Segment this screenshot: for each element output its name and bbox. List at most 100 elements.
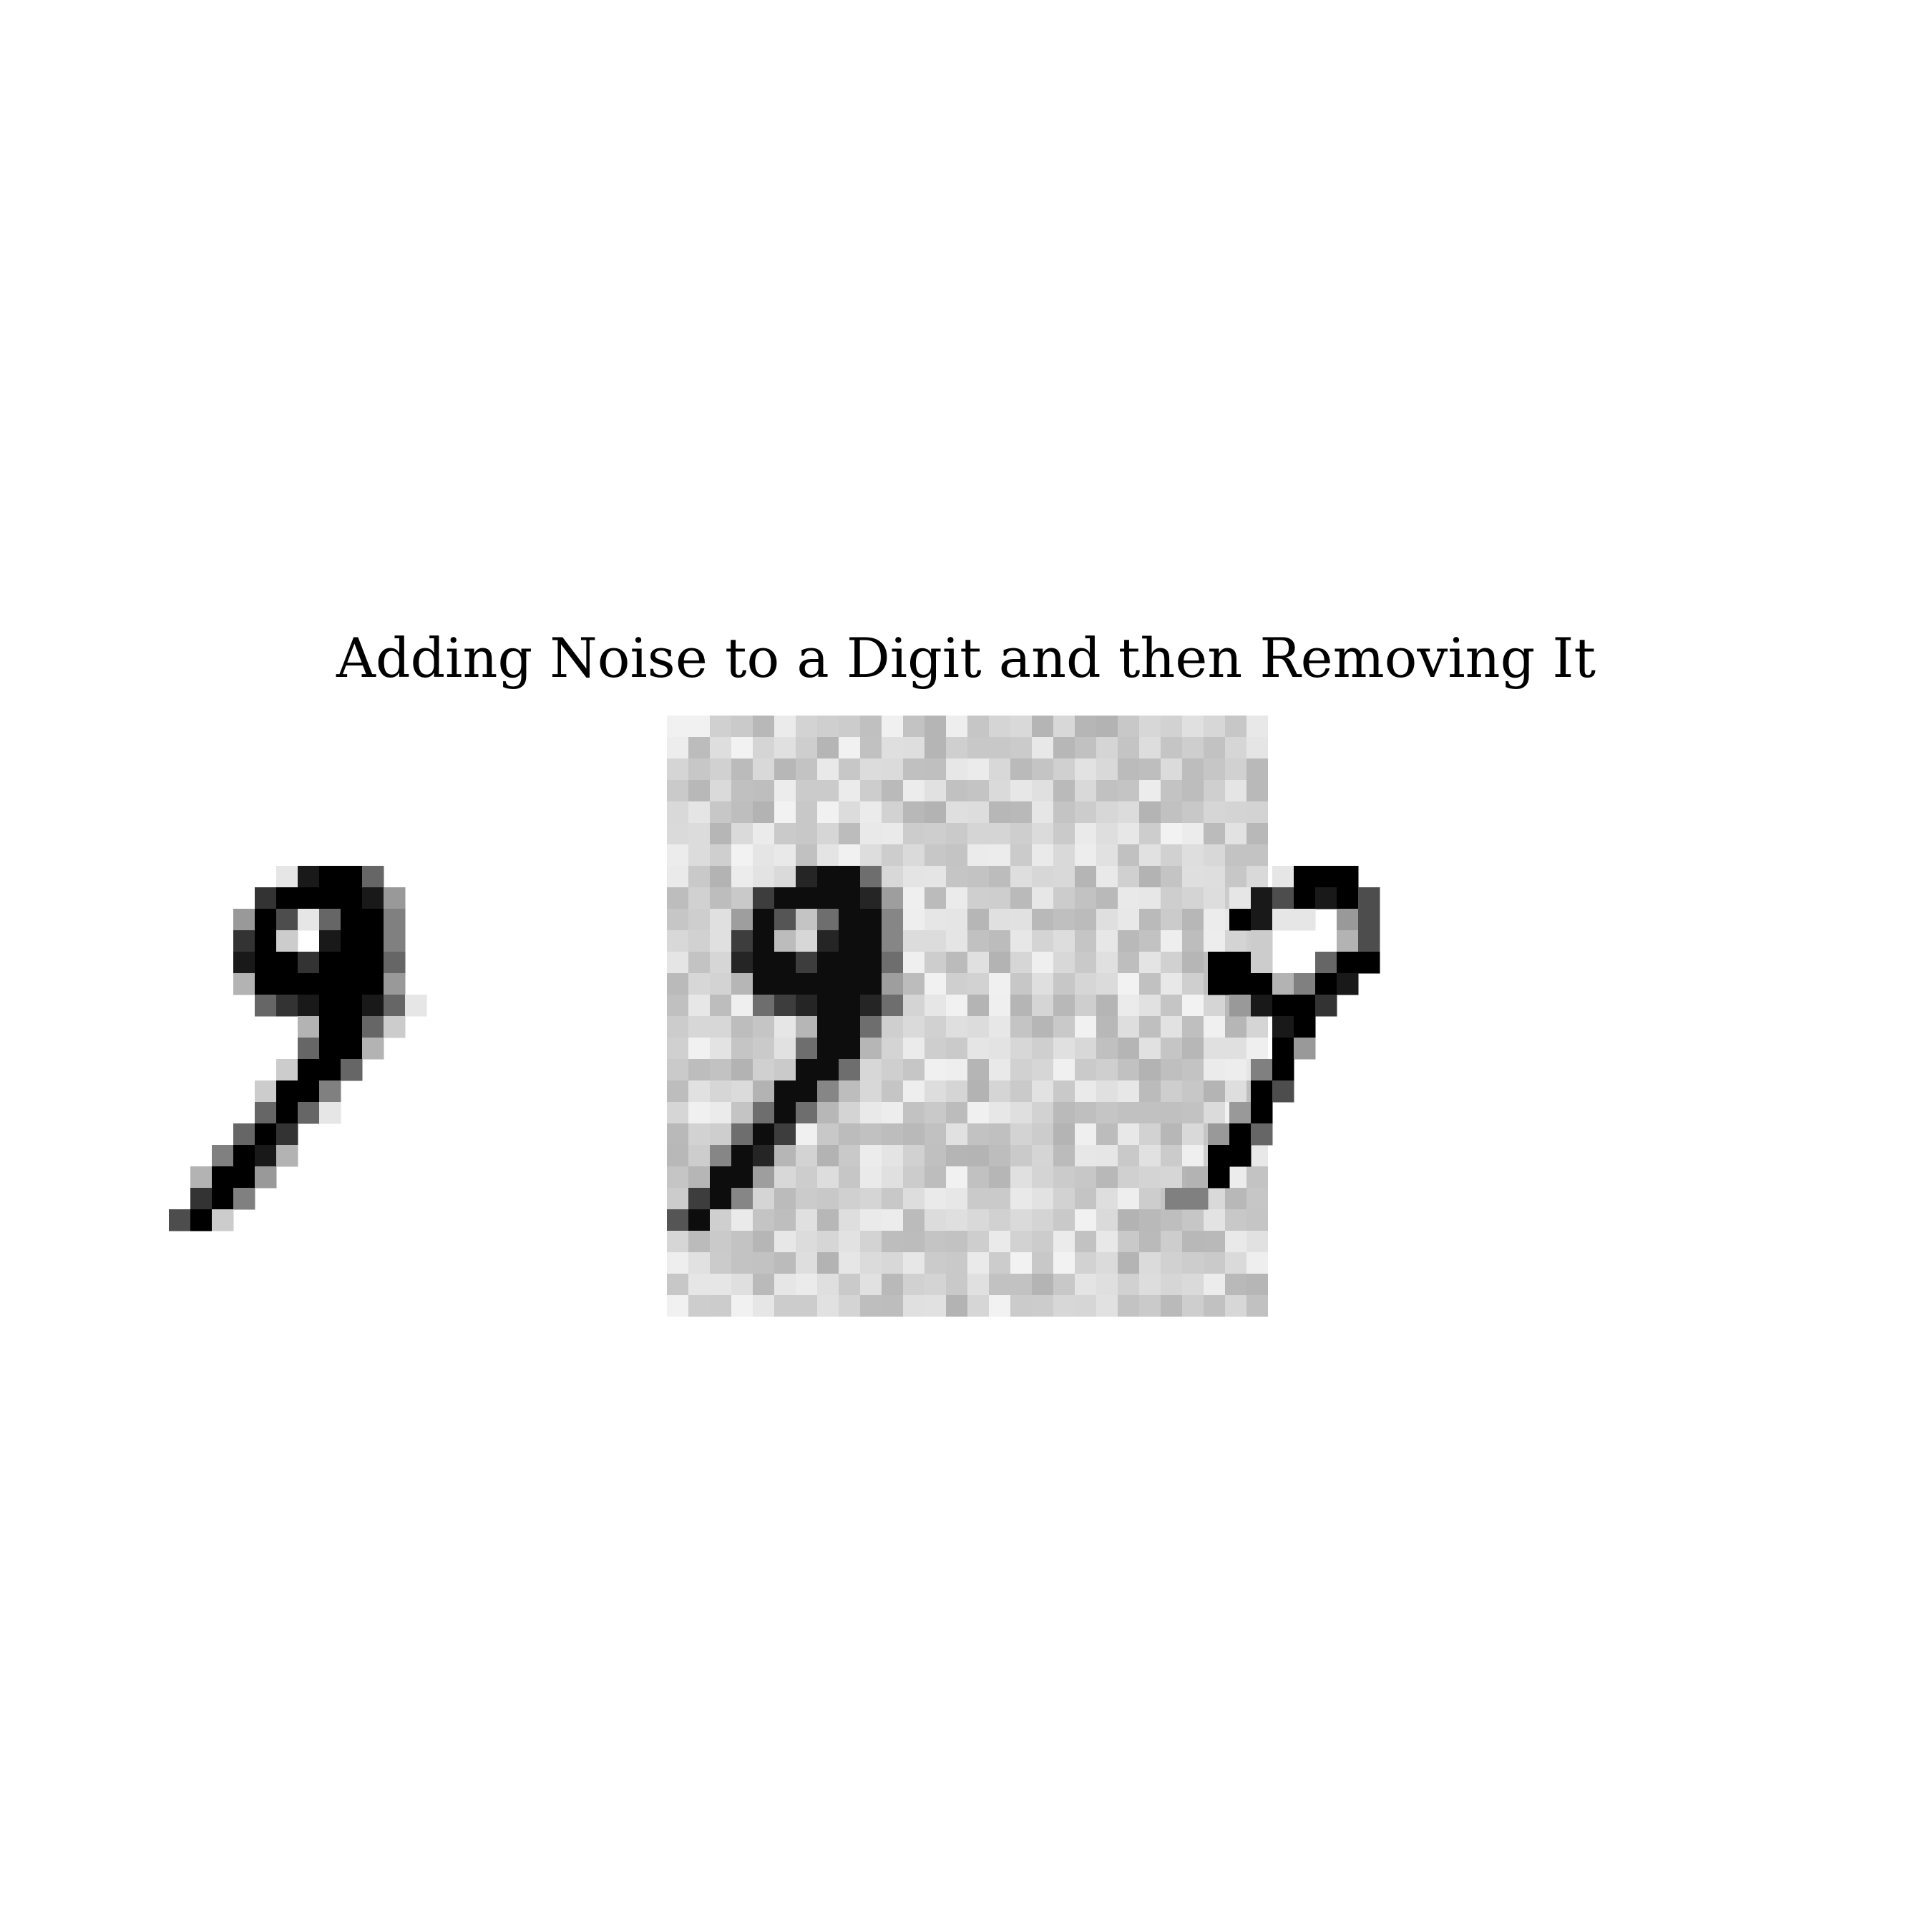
pixel (796, 1102, 818, 1124)
pixel (1075, 844, 1097, 867)
pixel (710, 973, 732, 995)
pixel (384, 995, 406, 1017)
pixel (882, 1145, 904, 1167)
pixel (946, 780, 968, 802)
pixel (989, 758, 1011, 781)
pixel (1075, 887, 1097, 909)
pixel (667, 780, 689, 802)
pixel (1182, 758, 1204, 781)
pixel (817, 1080, 839, 1103)
pixel (882, 952, 904, 974)
pixel (796, 930, 818, 952)
pixel (967, 844, 990, 867)
pixel (753, 1209, 775, 1231)
pixel (1032, 1209, 1054, 1231)
pixel (1053, 1102, 1075, 1124)
pixel (710, 758, 732, 781)
pixel (839, 1145, 861, 1167)
pixel (1075, 1102, 1097, 1124)
pixel (1294, 1038, 1316, 1060)
pixel (1337, 887, 1359, 909)
pixel (753, 1252, 775, 1274)
pixel (946, 1016, 968, 1038)
pixel (1225, 780, 1247, 802)
pixel (1204, 1231, 1226, 1253)
pixel (1118, 780, 1140, 802)
pixel (1118, 909, 1140, 931)
pixel (924, 887, 947, 909)
pixel (1294, 995, 1316, 1017)
pixel (839, 1231, 861, 1253)
pixel (774, 737, 796, 759)
pixel (1161, 1231, 1183, 1253)
pixel (946, 887, 968, 909)
pixel (710, 952, 732, 974)
pixel (946, 1252, 968, 1274)
pixel (924, 930, 947, 952)
pixel (860, 1102, 882, 1124)
pixel (1075, 909, 1097, 931)
pixel (817, 1123, 839, 1146)
pixel (967, 1295, 990, 1317)
pixel (1032, 930, 1054, 952)
pixel (882, 1016, 904, 1038)
pixel (903, 1295, 925, 1317)
pixel (1139, 995, 1161, 1017)
pixel (1118, 1209, 1140, 1231)
pixel (774, 1080, 796, 1103)
pixel (1182, 1016, 1204, 1038)
pixel (1251, 1080, 1273, 1103)
pixel (276, 973, 298, 995)
pixel (1032, 1252, 1054, 1274)
pixel (1204, 737, 1226, 759)
pixel (667, 1123, 689, 1146)
pixel (903, 1102, 925, 1124)
pixel (384, 952, 406, 974)
pixel (1053, 1059, 1075, 1081)
pixel (753, 1102, 775, 1124)
pixel (731, 801, 753, 824)
pixel (1032, 909, 1054, 931)
pixel (1182, 737, 1204, 759)
pixel (817, 1295, 839, 1317)
pixel (1053, 1231, 1075, 1253)
pixel (688, 1016, 711, 1038)
pixel (882, 1252, 904, 1274)
pixel (1139, 1038, 1161, 1060)
pixel (774, 1102, 796, 1124)
figure-title: Adding Noise to a Digit and then Removin… (336, 626, 1596, 690)
pixel (1251, 1059, 1273, 1081)
pixel (710, 1166, 732, 1189)
pixel (1204, 844, 1226, 867)
pixel (1010, 1274, 1033, 1296)
pixel (276, 1102, 298, 1124)
pixel (276, 1145, 298, 1167)
pixel (839, 780, 861, 802)
pixel (710, 823, 732, 845)
pixel (967, 930, 990, 952)
pixel (1315, 866, 1337, 888)
pixel (817, 1231, 839, 1253)
pixel (924, 1231, 947, 1253)
pixel (817, 716, 839, 738)
pixel (1118, 1145, 1140, 1167)
pixel (903, 1038, 925, 1060)
pixel (1075, 1145, 1097, 1167)
pixel (796, 909, 818, 931)
pixel (1204, 995, 1226, 1017)
pixel (212, 1188, 234, 1210)
pixel (1139, 801, 1161, 824)
pixel (1096, 1059, 1118, 1081)
pixel (1225, 1038, 1247, 1060)
pixel (753, 1274, 775, 1296)
pixel (860, 1038, 882, 1060)
pixel (233, 909, 255, 931)
pixel (1096, 1295, 1118, 1317)
pixel (860, 758, 882, 781)
pixel (774, 844, 796, 867)
pixel (860, 1123, 882, 1146)
pixel (967, 1123, 990, 1146)
pixel (1075, 1123, 1097, 1146)
pixel (688, 758, 711, 781)
pixel (1118, 1166, 1140, 1189)
